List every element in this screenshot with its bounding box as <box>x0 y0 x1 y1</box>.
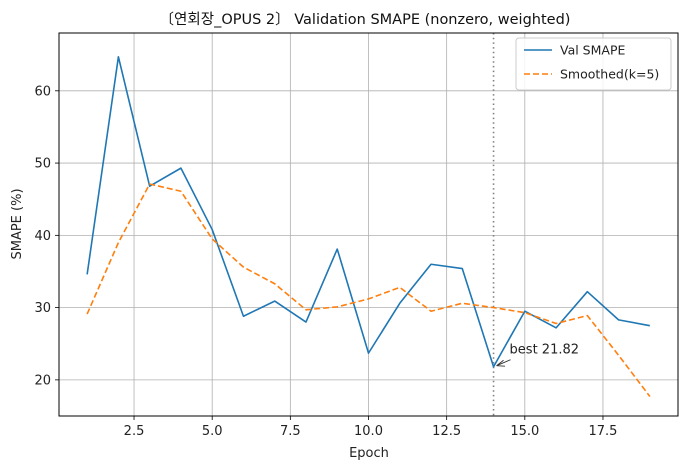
legend: Val SMAPE Smoothed(k=5) <box>515 37 672 91</box>
y-tick-label: 60 <box>34 84 51 99</box>
plot-frame <box>58 32 679 417</box>
y-tick-label: 50 <box>34 157 51 172</box>
chart-title: 〔연회장_OPUS 2〕 Validation SMAPE (nonzero, … <box>160 11 571 28</box>
x-tick-label: 17.5 <box>588 424 617 439</box>
y-tick-label: 40 <box>34 229 51 244</box>
annotation-arrow-shaft <box>496 359 511 367</box>
x-tick-label: 5.0 <box>202 424 223 439</box>
y-tick-label: 20 <box>34 373 51 388</box>
x-tick-label: 12.5 <box>432 424 461 439</box>
legend-box <box>515 37 672 91</box>
annotation-label: best 21.82 <box>510 343 579 358</box>
val-smape-line <box>86 56 651 368</box>
x-axis-label: Epoch <box>349 446 389 461</box>
x-tick-label: 15.0 <box>510 424 539 439</box>
chart-marks <box>86 33 651 416</box>
grid <box>59 33 678 416</box>
x-tick-label: 10.0 <box>354 424 383 439</box>
y-axis: 20 30 40 50 60 <box>34 84 59 388</box>
x-axis: 2.5 5.0 7.5 10.0 12.5 15.0 17.5 <box>124 416 617 439</box>
smoothed-line <box>86 183 651 397</box>
best-annotation: best 21.82 <box>496 343 579 367</box>
annotation-arrow-head <box>496 359 506 367</box>
x-tick-label: 2.5 <box>124 424 145 439</box>
y-axis-label: SMAPE (%) <box>10 188 25 259</box>
y-tick-label: 30 <box>34 301 51 316</box>
legend-label-smoothed: Smoothed(k=5) <box>560 67 659 82</box>
x-tick-label: 7.5 <box>280 424 301 439</box>
legend-label-val-smape: Val SMAPE <box>560 43 625 58</box>
